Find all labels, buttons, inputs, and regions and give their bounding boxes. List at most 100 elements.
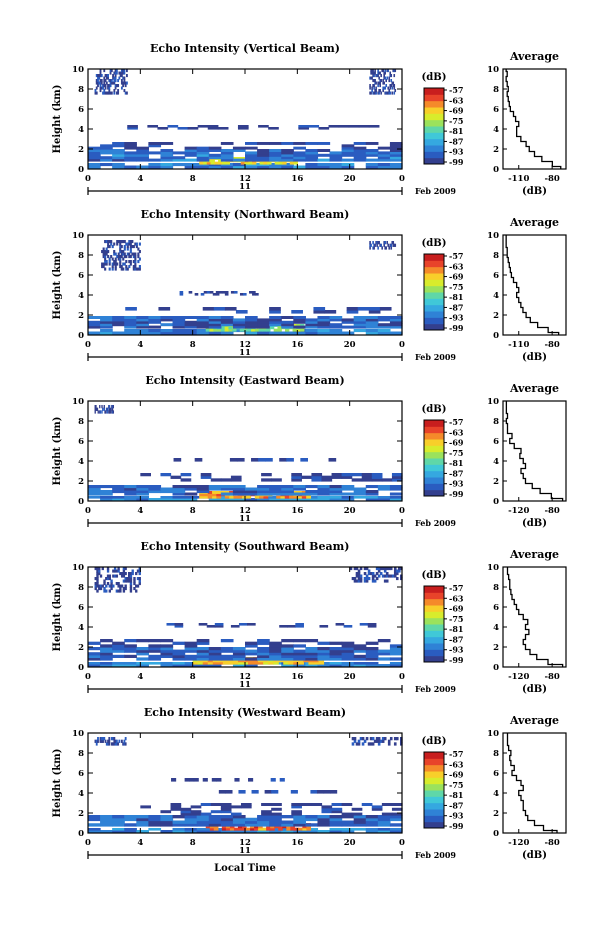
heatmap-cell xyxy=(113,89,116,93)
heatmap-cell xyxy=(286,827,291,831)
heatmap-cell xyxy=(305,664,319,667)
colorbar-swatch xyxy=(424,630,444,638)
heatmap-cell xyxy=(395,737,399,741)
heatmap-cell xyxy=(351,807,363,811)
heatmap-cell xyxy=(100,492,113,496)
heatmap-cell xyxy=(212,293,217,296)
heatmap-cell xyxy=(104,250,107,254)
heatmap-cell xyxy=(353,817,367,822)
x-tick-label: 0 xyxy=(85,174,91,184)
x-tick-label: 16 xyxy=(291,506,303,516)
heatmap-cell xyxy=(341,815,355,819)
heatmap-cell xyxy=(389,156,403,160)
heatmap-cell xyxy=(389,84,392,88)
heatmap-cell xyxy=(353,657,367,661)
heatmap-cell xyxy=(103,69,106,73)
heatmap-cell xyxy=(373,84,375,88)
y-tick-label: 4 xyxy=(78,125,84,135)
heatmap-cell xyxy=(365,153,379,157)
heatmap-cell xyxy=(391,807,403,811)
heatmap-cell xyxy=(101,265,104,269)
date-label: Feb 2009 xyxy=(415,186,456,196)
heatmap-cell xyxy=(355,572,359,576)
heatmap-cell xyxy=(237,825,243,829)
heatmap-cell xyxy=(357,572,361,576)
heatmap-cell xyxy=(98,567,101,571)
heatmap-cell xyxy=(295,623,304,626)
heatmap-cell xyxy=(110,81,113,85)
heatmap-cell xyxy=(269,817,282,822)
heatmap-cell xyxy=(95,739,98,743)
heatmap-cell xyxy=(112,828,125,831)
heatmap-cell xyxy=(196,331,210,335)
heatmap-cell xyxy=(100,156,113,160)
heatmap-cell xyxy=(281,649,294,653)
heatmap-cell xyxy=(353,490,367,494)
heatmap-cell xyxy=(387,243,390,247)
heatmap-cell xyxy=(369,246,371,250)
heatmap-cell xyxy=(341,492,355,496)
heatmap-cell xyxy=(108,407,111,411)
beam-panel: Echo Intensity (Northward Beam)0246810He… xyxy=(52,208,567,363)
heatmap-cell xyxy=(100,146,113,150)
heatmap-cell xyxy=(281,485,294,489)
heatmap-cell xyxy=(136,820,149,824)
heatmap-cell xyxy=(105,407,108,411)
heatmap-cell xyxy=(196,820,210,824)
heatmap-cell xyxy=(391,91,394,95)
heatmap-cell xyxy=(220,647,234,651)
heatmap-cell xyxy=(305,318,319,322)
heatmap-cell xyxy=(305,331,319,335)
y-tick-label: 8 xyxy=(78,251,84,261)
heatmap-cell xyxy=(102,91,104,95)
heatmap-cell xyxy=(220,815,234,819)
heatmap-cell xyxy=(160,662,174,665)
heatmap-cell xyxy=(253,659,259,663)
heatmap-cell xyxy=(96,569,99,573)
heatmap-cell xyxy=(102,737,104,741)
heatmap-cell xyxy=(113,79,116,83)
heatmap-cell xyxy=(160,652,174,656)
heatmap-cell xyxy=(117,79,120,83)
heatmap-cell xyxy=(88,654,101,658)
heatmap-cell xyxy=(365,817,379,822)
heatmap-cell xyxy=(140,805,151,809)
heatmap-cell xyxy=(357,742,361,746)
heatmap-cell xyxy=(112,76,115,80)
heatmap-cell xyxy=(124,817,137,822)
heatmap-cell xyxy=(203,291,208,294)
heatmap-cell xyxy=(166,623,176,626)
heatmap-cell xyxy=(341,153,355,157)
heatmap-cell xyxy=(112,156,125,160)
colorbar-tick-label: -81 xyxy=(449,458,463,468)
heatmap-cell xyxy=(184,823,198,827)
heatmap-cell xyxy=(114,265,117,269)
heatmap-cell xyxy=(371,86,373,90)
heatmap-cell xyxy=(112,815,125,819)
heatmap-cell xyxy=(184,325,198,329)
heatmap-cell xyxy=(172,156,186,160)
heatmap-cell xyxy=(160,820,174,824)
heatmap-cell xyxy=(232,830,246,833)
heatmap-cell xyxy=(100,652,113,656)
heatmap-cell xyxy=(372,91,374,95)
heatmap-cell xyxy=(311,473,323,477)
heatmap-cell xyxy=(257,142,270,145)
x-tick-label: 16 xyxy=(291,838,303,848)
heatmap-cell xyxy=(221,825,227,829)
heatmap-cell xyxy=(160,331,174,335)
heatmap-cell xyxy=(114,262,117,266)
heatmap-cell xyxy=(250,827,255,831)
heatmap-cell xyxy=(136,823,149,827)
panel-title: Echo Intensity (Southward Beam) xyxy=(141,540,350,553)
heatmap-cell xyxy=(220,498,234,501)
heatmap-cell xyxy=(377,323,391,327)
heatmap-cell xyxy=(104,252,107,256)
heatmap-cell xyxy=(160,153,174,157)
heatmap-cell xyxy=(217,328,222,332)
heatmap-cell xyxy=(184,498,198,501)
heatmap-cell xyxy=(321,807,333,811)
heatmap-cell xyxy=(160,817,174,822)
y-tick-label: 10 xyxy=(72,563,84,573)
heatmap-cell xyxy=(117,567,120,571)
